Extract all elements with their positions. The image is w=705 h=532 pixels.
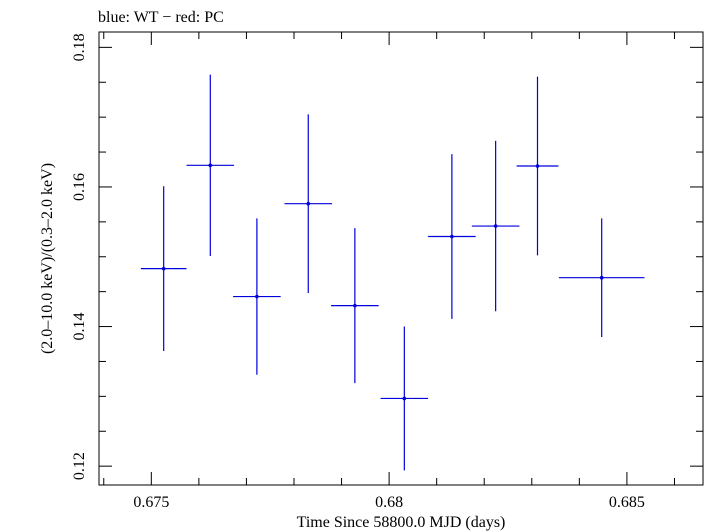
y-axis-title: (2.0–10.0 keV)/(0.3–2.0 keV) <box>39 163 56 354</box>
chart-title: blue: WT − red: PC <box>98 9 224 26</box>
data-point <box>516 76 559 256</box>
point-marker <box>599 275 604 280</box>
point-marker <box>161 266 166 271</box>
x-tick-label: 0.675 <box>133 494 169 511</box>
plot-border <box>98 31 704 486</box>
point-marker <box>353 303 357 308</box>
axis-ticks <box>99 32 703 485</box>
data-point <box>233 218 281 375</box>
point-marker <box>306 201 311 206</box>
y-tick-label: 0.14 <box>71 313 88 341</box>
data-point <box>284 114 333 294</box>
point-marker <box>208 163 213 168</box>
x-axis-title: Time Since 58800.0 MJD (days) <box>297 514 506 531</box>
point-marker <box>255 294 259 299</box>
y-tick-label: 0.12 <box>71 452 88 480</box>
point-marker <box>402 396 407 401</box>
data-point <box>186 74 235 257</box>
y-tick-label: 0.18 <box>71 33 88 61</box>
point-marker <box>450 234 454 239</box>
point-marker <box>493 224 498 228</box>
data-point <box>428 154 476 319</box>
data-point <box>558 218 645 338</box>
data-point <box>380 326 429 471</box>
y-tick-label: 0.16 <box>71 173 88 201</box>
point-marker <box>535 164 540 168</box>
data-point <box>331 228 379 384</box>
x-tick-label: 0.685 <box>609 494 645 511</box>
tick-labels: 0.675 0.68 0.685 0.12 0.14 0.16 0.18 <box>71 33 645 511</box>
data-points <box>140 74 645 471</box>
plot-frame <box>98 31 704 486</box>
data-point <box>140 186 187 351</box>
data-point <box>471 140 520 312</box>
x-tick-label: 0.68 <box>375 494 403 511</box>
